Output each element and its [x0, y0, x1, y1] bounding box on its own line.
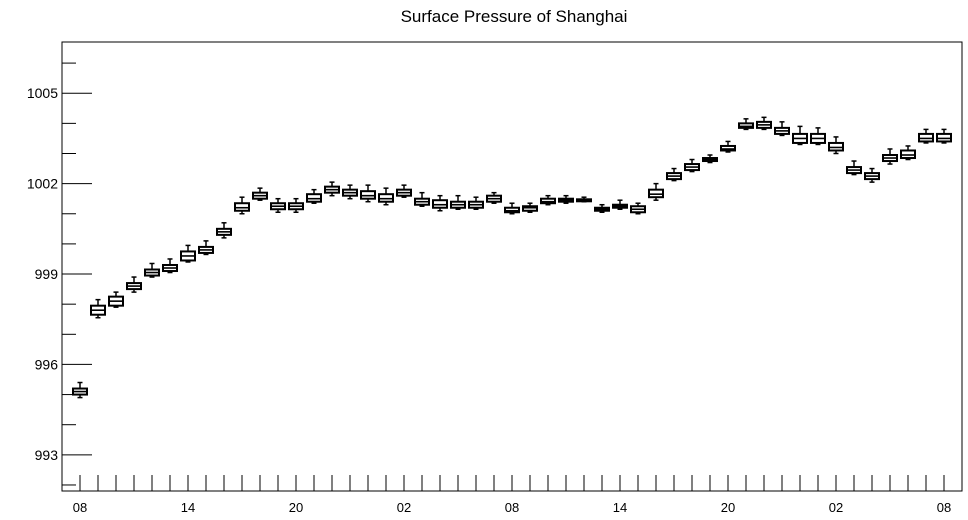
x-tick-label: 14	[613, 500, 627, 515]
x-tick-label: 02	[829, 500, 843, 515]
x-tick-label: 20	[721, 500, 735, 515]
x-tick-label: 14	[181, 500, 195, 515]
y-tick-label: 993	[35, 447, 59, 463]
y-tick-label: 999	[35, 266, 59, 282]
chart-title: Surface Pressure of Shanghai	[401, 7, 628, 26]
y-tick-label: 1005	[27, 85, 58, 101]
x-tick-label: 08	[73, 500, 87, 515]
plot-frame	[61, 41, 963, 492]
plot-area: 993 996 999 1002 1005 08 14 20 02 08 14 20 02 08	[27, 41, 963, 515]
x-tick-label: 20	[289, 500, 303, 515]
x-tick-label: 08	[505, 500, 519, 515]
x-tick-label: 08	[937, 500, 951, 515]
x-tick-label: 02	[397, 500, 411, 515]
y-tick-label: 996	[35, 356, 59, 372]
y-tick-label: 1002	[27, 176, 58, 192]
